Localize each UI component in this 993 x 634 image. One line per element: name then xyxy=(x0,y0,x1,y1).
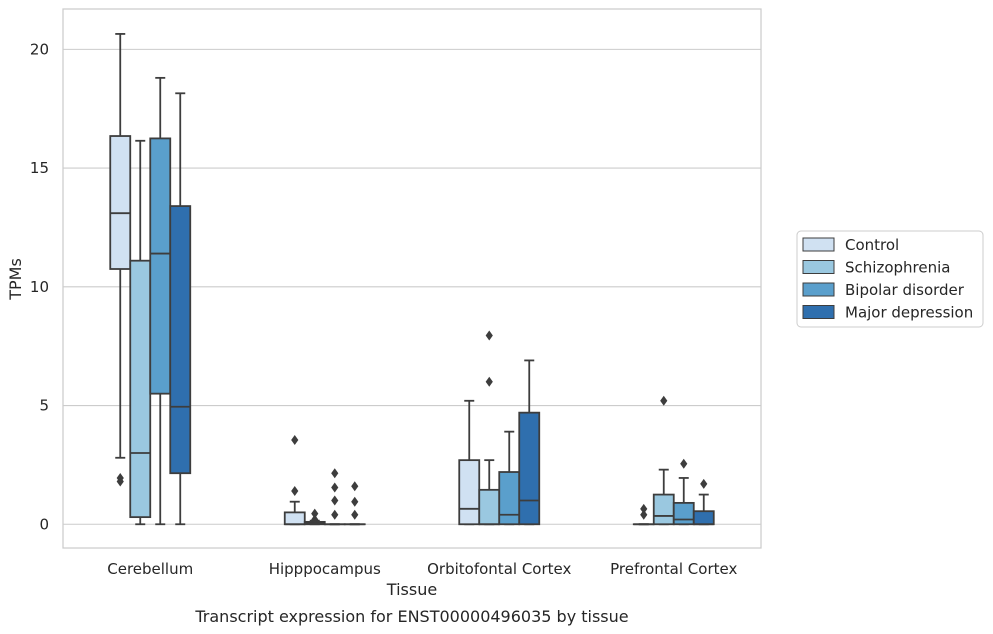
legend-swatch xyxy=(802,282,835,297)
box xyxy=(303,508,326,526)
x-tick-labels: Cerebellum Hipppocampus Orbitofontal Corte… xyxy=(107,560,737,578)
legend-item: Major depression xyxy=(802,304,973,322)
legend-label: Major depression xyxy=(845,304,973,322)
box-body xyxy=(672,501,695,526)
outlier-point xyxy=(311,514,319,525)
box xyxy=(478,330,501,526)
y-tick-labels: 0 5 10 15 20 xyxy=(30,40,49,533)
legend-item: Schizophrenia xyxy=(802,259,950,277)
outlier-point xyxy=(291,434,299,445)
box xyxy=(343,481,366,526)
box-body xyxy=(109,135,132,270)
outlier-point xyxy=(331,482,339,493)
outlier-point xyxy=(351,496,359,507)
outlier-point xyxy=(640,503,648,514)
box-body xyxy=(149,137,172,395)
outlier-point xyxy=(331,495,339,506)
legend-label: Schizophrenia xyxy=(845,259,950,277)
x-axis-label: Tissue xyxy=(386,580,437,599)
box-body xyxy=(652,493,675,526)
x-tick-label: Orbitofontal Cortex xyxy=(427,560,571,578)
box xyxy=(692,478,715,526)
box-body xyxy=(518,411,541,526)
outlier-point xyxy=(640,509,648,520)
box xyxy=(498,430,521,526)
box-group xyxy=(632,395,715,526)
outlier-point xyxy=(331,509,339,520)
box-groups xyxy=(109,33,715,526)
outlier-point xyxy=(331,468,339,479)
legend-swatch xyxy=(802,237,835,252)
box-body xyxy=(458,459,481,526)
legend-item: Control xyxy=(802,236,899,254)
box-body xyxy=(478,488,501,526)
outlier-point xyxy=(116,472,124,483)
box-group xyxy=(458,330,541,526)
figure-caption: Transcript expression for ENST0000049603… xyxy=(194,607,628,626)
outlier-point xyxy=(700,478,708,489)
legend-label: Bipolar disorder xyxy=(845,281,965,299)
box-group xyxy=(109,33,192,526)
legend-item: Bipolar disorder xyxy=(802,281,965,299)
box-body xyxy=(692,510,715,526)
outlier-point xyxy=(485,330,493,341)
box-body xyxy=(169,205,192,475)
box xyxy=(169,92,192,526)
legend-swatch xyxy=(802,260,835,274)
y-tick-label: 5 xyxy=(39,397,49,415)
x-tick-label: Prefrontal Cortex xyxy=(610,560,737,578)
y-axis-label: TPMs xyxy=(6,258,25,301)
box-body xyxy=(498,471,521,526)
box xyxy=(458,399,481,526)
box xyxy=(109,33,132,487)
box-group xyxy=(283,434,366,526)
box xyxy=(283,434,306,526)
legend: Control Schizophrenia Bipolar disorder Majo… xyxy=(796,230,984,328)
legend-frame xyxy=(796,230,984,328)
outlier-point xyxy=(485,376,493,387)
outlier-point xyxy=(351,481,359,492)
box-body xyxy=(129,259,152,519)
y-tick-label: 0 xyxy=(39,515,49,533)
box xyxy=(518,359,541,526)
legend-label: Control xyxy=(845,236,899,254)
x-tick-label: Hipppocampus xyxy=(269,560,381,578)
outlier-point xyxy=(680,458,688,469)
outlier-point xyxy=(311,508,319,519)
y-tick-label: 15 xyxy=(30,159,49,177)
outlier-point xyxy=(351,509,359,520)
legend-swatch xyxy=(802,305,835,319)
box xyxy=(323,468,346,526)
x-tick-label: Cerebellum xyxy=(107,560,193,578)
y-tick-label: 10 xyxy=(30,278,49,296)
box xyxy=(672,458,695,526)
outlier-point xyxy=(660,395,668,406)
outlier-point xyxy=(291,486,299,497)
box-body xyxy=(283,511,306,526)
y-tick-label: 20 xyxy=(30,40,49,58)
